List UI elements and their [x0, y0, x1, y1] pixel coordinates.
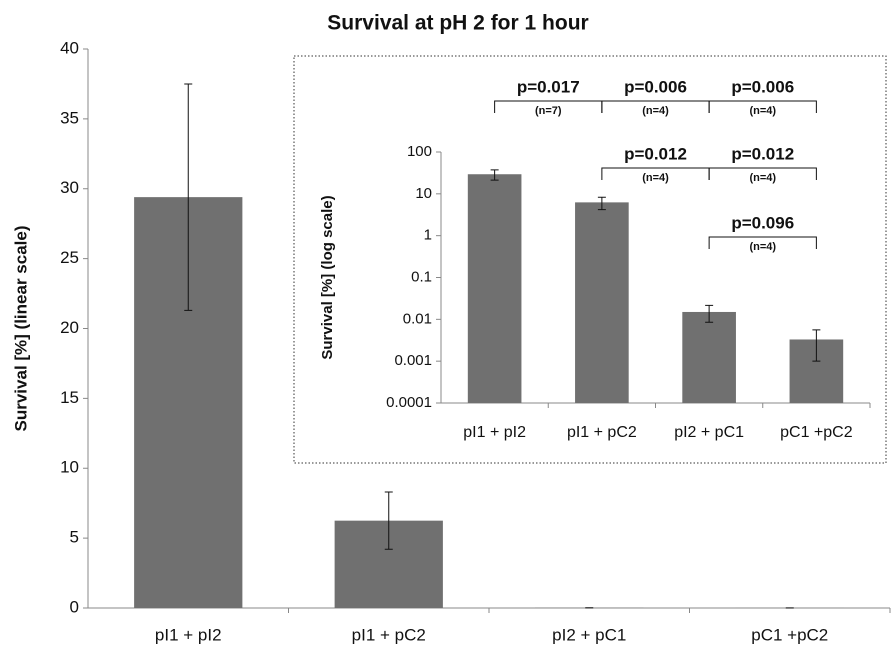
y-tick-label: 15	[60, 388, 79, 407]
y-tick-label: 10	[415, 185, 432, 202]
error-bar	[490, 169, 499, 181]
y-tick-label: 0.001	[394, 352, 432, 369]
y-tick-label: 5	[70, 528, 79, 547]
error-bar	[597, 196, 606, 211]
n-count: (n=4)	[642, 105, 669, 117]
y-tick-label: 1	[424, 227, 432, 244]
error-bar	[812, 329, 821, 362]
x-tick-label: pI1 + pC2	[567, 424, 637, 441]
error-bar	[384, 491, 393, 550]
y-tick-label: 20	[60, 318, 79, 337]
n-count: (n=4)	[642, 172, 669, 184]
y-tick-label: 35	[60, 108, 79, 127]
n-count: (n=4)	[749, 172, 776, 184]
comparison-bracket	[708, 236, 817, 249]
comparison-bracket	[708, 167, 817, 180]
comparison-bracket	[708, 100, 817, 113]
x-tick-label: pI1 + pC2	[352, 625, 426, 644]
p-value: p=0.006	[731, 77, 794, 96]
y-tick-label: 0	[70, 597, 79, 616]
y-axis-label: Survival [%] (linear scale)	[11, 226, 30, 432]
error-bar	[184, 83, 193, 311]
y-tick-label: 100	[407, 143, 432, 160]
x-tick-label: pI2 + pC1	[674, 424, 744, 441]
bar	[467, 174, 522, 403]
x-tick-label: pI1 + pI2	[463, 424, 526, 441]
y-axis-label: Survival [%] (log scale)	[319, 195, 336, 359]
y-tick-label: 40	[60, 38, 79, 57]
x-tick-label: pC1 +pC2	[751, 625, 828, 644]
p-value: p=0.012	[731, 144, 794, 163]
y-tick-label: 10	[60, 458, 79, 477]
n-count: (n=7)	[535, 105, 562, 117]
n-count: (n=4)	[749, 241, 776, 253]
x-tick-label: pC1 +pC2	[780, 424, 853, 441]
chart-title: Survival at pH 2 for 1 hour	[327, 12, 588, 35]
p-value: p=0.012	[624, 144, 687, 163]
bar	[575, 202, 629, 403]
y-tick-label: 0.1	[411, 268, 432, 285]
p-value: p=0.006	[624, 77, 687, 96]
n-count: (n=4)	[749, 105, 776, 117]
x-tick-label: pI2 + pC1	[552, 625, 626, 644]
error-bar	[705, 304, 714, 323]
y-tick-label: 0.0001	[386, 394, 432, 411]
y-tick-label: 25	[60, 248, 79, 267]
y-tick-label: 0.01	[403, 310, 432, 327]
x-tick-label: pI1 + pI2	[155, 625, 222, 644]
p-value: p=0.017	[517, 77, 580, 96]
bar	[682, 311, 736, 403]
p-value: p=0.096	[731, 213, 794, 232]
y-tick-label: 30	[60, 178, 79, 197]
